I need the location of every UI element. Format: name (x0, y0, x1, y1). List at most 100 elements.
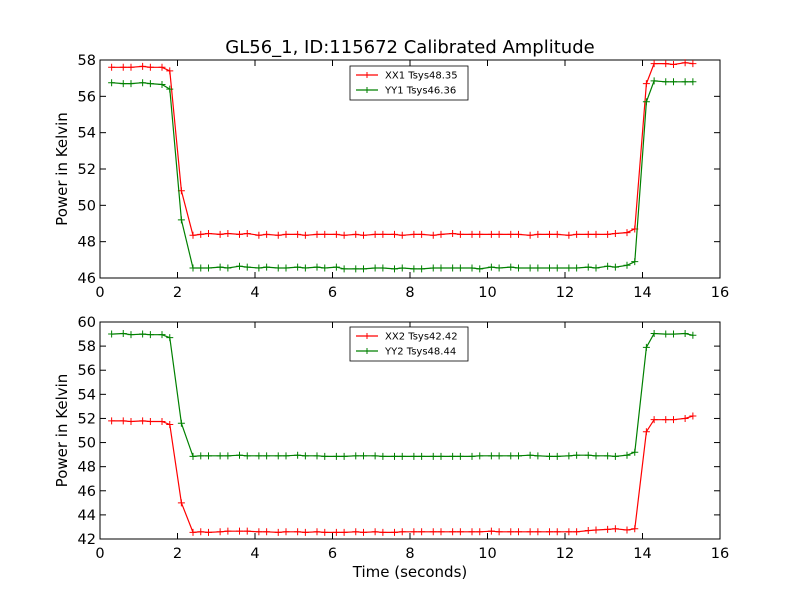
data-point (611, 229, 619, 237)
data-point (565, 452, 573, 460)
data-point (670, 78, 677, 86)
data-point (398, 528, 406, 536)
data-point (468, 528, 476, 536)
data-point (205, 229, 212, 237)
data-point (468, 230, 476, 238)
data-point (662, 330, 670, 338)
data-point (534, 230, 542, 238)
data-point (216, 230, 224, 238)
data-point (456, 528, 464, 536)
data-point (604, 525, 612, 533)
data-point (546, 528, 553, 536)
data-point (642, 98, 650, 106)
data-point (321, 528, 329, 536)
y-axis-label: Power in Kelvin (53, 374, 71, 488)
data-point (631, 258, 639, 266)
data-point (332, 230, 340, 238)
x-tick-label: 0 (95, 546, 104, 562)
data-point (243, 263, 251, 271)
data-point (166, 67, 174, 75)
data-point (611, 525, 619, 533)
data-point (642, 343, 650, 351)
data-point (158, 81, 166, 89)
y-tick-label: 44 (78, 508, 96, 524)
data-point (681, 414, 689, 422)
data-point (263, 528, 271, 536)
data-point (592, 230, 600, 238)
data-point (507, 263, 515, 271)
data-point (301, 231, 309, 239)
y-axis-label: Power in Kelvin (53, 112, 71, 226)
data-point (611, 452, 619, 460)
data-point (642, 428, 650, 436)
data-point (371, 452, 379, 460)
data-point (274, 264, 282, 272)
data-point (410, 452, 418, 460)
y-tick-label: 54 (78, 126, 96, 142)
data-point (546, 264, 553, 272)
data-point (340, 452, 348, 460)
data-point (456, 230, 464, 238)
data-point (534, 264, 542, 272)
data-point (398, 231, 406, 239)
data-point (119, 80, 127, 88)
data-point (205, 264, 212, 272)
data-point (139, 417, 147, 425)
x-tick-label: 0 (95, 285, 104, 301)
y-tick-label: 46 (78, 484, 96, 500)
x-tick-label: 8 (405, 546, 414, 562)
y-tick-label: 52 (78, 162, 96, 178)
x-tick-label: 8 (405, 285, 414, 301)
data-point (650, 77, 658, 85)
data-point (515, 264, 522, 272)
data-point (158, 417, 166, 425)
data-point (313, 230, 321, 238)
data-point (487, 527, 495, 535)
y-tick-label: 58 (78, 339, 96, 355)
data-point (456, 264, 464, 272)
data-point (604, 262, 612, 270)
x-axis-label: Time (seconds) (352, 563, 468, 581)
data-point (689, 331, 697, 339)
data-point (321, 230, 329, 238)
data-point (189, 528, 197, 536)
data-point (437, 264, 445, 272)
data-point (468, 264, 476, 272)
data-point (631, 525, 639, 533)
data-point (255, 452, 263, 460)
legend-box (349, 326, 469, 362)
data-point (158, 63, 166, 71)
data-point (352, 265, 360, 273)
data-point (263, 263, 271, 271)
data-point (449, 264, 457, 272)
y-tick-label: 48 (78, 235, 96, 251)
data-point (379, 264, 387, 272)
data-point (371, 264, 379, 272)
data-point (301, 452, 309, 460)
data-point (236, 262, 243, 270)
chart-title: GL56_1, ID:115672 Calibrated Amplitude (225, 37, 594, 58)
x-tick-label: 6 (328, 546, 337, 562)
data-point (487, 452, 495, 460)
data-point (294, 263, 302, 271)
legend-label: XX2 Tsys42.42 (385, 332, 458, 343)
data-point (526, 231, 534, 239)
y-tick-label: 58 (78, 53, 96, 69)
data-point (313, 452, 321, 460)
data-point (391, 452, 398, 460)
data-point (340, 265, 348, 273)
data-point (670, 330, 677, 338)
legend-label: XX1 Tsys48.35 (385, 71, 458, 82)
data-point (360, 452, 367, 460)
data-point (282, 452, 290, 460)
data-point (553, 528, 561, 536)
legend-label: YY2 Tsys48.44 (384, 347, 456, 358)
data-point (592, 526, 600, 534)
data-point (189, 231, 197, 239)
data-point (360, 265, 367, 273)
data-point (119, 63, 127, 71)
data-point (515, 452, 522, 460)
data-point (410, 528, 418, 536)
data-point (418, 265, 426, 273)
